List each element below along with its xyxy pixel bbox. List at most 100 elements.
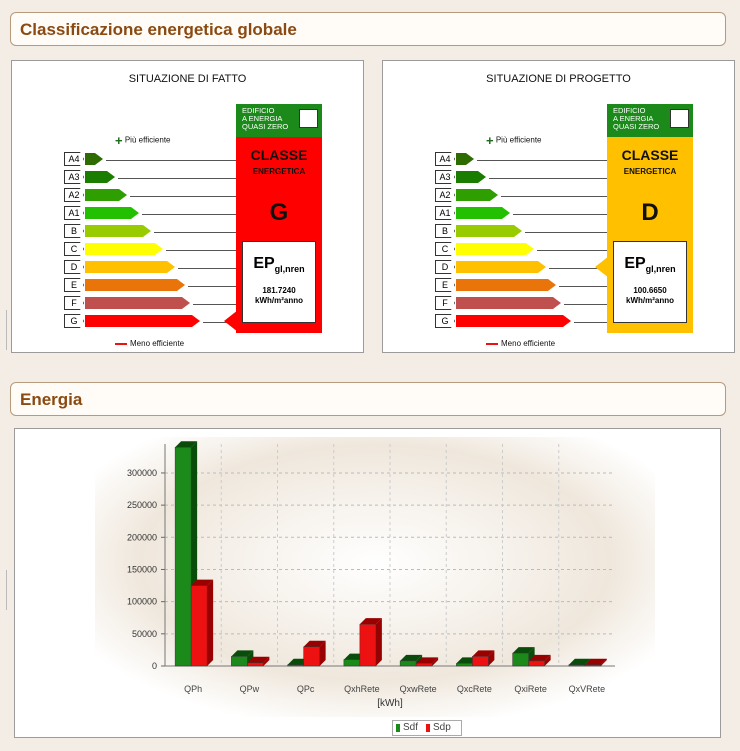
class-row: G [64,314,244,328]
class-row-line [559,286,607,287]
ep-box: EPgl,nren 181.7240 kWh/m²anno [242,241,316,323]
class-letter: G [269,199,289,226]
legend-label-sdp: Sdp [433,722,451,733]
bar-top [359,618,382,625]
bar-side [319,640,326,666]
energy-section-header: Energia [10,382,726,416]
energy-class-section-header: Classificazione energetica globale [10,12,726,46]
class-title: CLASSE [621,147,679,163]
bar-side [600,658,607,666]
bar-top [303,640,326,647]
class-row-line [537,250,607,251]
left-resize-handle[interactable] [0,570,7,610]
class-row-arrow [456,315,571,327]
bar-top [231,650,254,657]
class-row-arrow [456,261,546,273]
y-tick-label: 300000 [127,468,157,478]
x-tick-label: QPh [184,684,202,694]
less-efficient-text: Meno efficiente [130,339,185,348]
bar [415,663,433,667]
x-tick-label: QxcRete [457,684,492,694]
class-subtitle: ENERGETICA [623,167,677,176]
class-row-label: A1 [64,206,84,220]
nzeb-text: A ENERGIA [242,114,283,123]
class-row-line [203,322,236,323]
class-row-arrow [456,297,561,309]
ep-subscript: gl,nren [274,264,305,275]
class-row-label: A3 [435,170,455,184]
energy-class-box: CLASSE ENERGETICA D EPgl,nren 100.6650 kWh/m²… [607,137,693,333]
class-row-arrow [456,243,534,255]
bar [343,659,361,667]
class-row: B [435,224,615,238]
bar-top [472,650,495,657]
nzeb-text: A ENERGIA [613,114,654,123]
section-title: Energia [20,390,83,409]
x-axis-label: [kWh] [377,698,403,709]
class-row: B [64,224,244,238]
more-efficient-label: + Più efficiente [486,133,542,148]
x-tick-label: QxVRete [569,684,606,694]
y-tick-label: 100000 [127,597,157,607]
class-row-label: D [435,260,455,274]
bar [174,446,192,667]
class-row-arrow [456,225,522,237]
bar [584,664,602,667]
nzeb-text: EDIFICIO [242,106,275,115]
x-tick-label: QxiRete [514,684,547,694]
class-row: A3 [64,170,244,184]
bar [303,646,320,667]
plus-icon: + [115,133,123,148]
ep-unit: kWh/m²anno [255,296,303,305]
bar-top [584,658,607,665]
class-letter: D [641,199,659,226]
ep-symbol: EP [253,255,275,272]
bar [247,662,264,667]
class-row-line [525,232,607,233]
class-row-line [166,250,236,251]
class-row: A2 [64,188,244,202]
class-row-label: F [435,296,455,310]
nzeb-text: QUASI ZERO [242,122,289,131]
left-resize-handle[interactable] [0,310,7,350]
bar-top [247,656,270,663]
nzeb-text: QUASI ZERO [613,122,660,131]
class-row-line [564,304,607,305]
bar [528,660,545,667]
bar [231,656,248,667]
class-row-label: G [435,314,455,328]
class-row-arrow [456,207,510,219]
bar-side [263,656,270,666]
ep-value: 100.6650 [633,286,667,295]
class-row: C [435,242,615,256]
y-tick-label: 0 [152,661,157,671]
class-row-label: F [64,296,84,310]
bar [190,585,208,667]
class-row-line [193,304,236,305]
bar-top [512,647,535,654]
class-row-line [154,232,236,233]
bar-side [432,657,439,666]
class-row: E [64,278,244,292]
bar-top [416,657,439,664]
class-row-arrow [85,225,151,237]
bar-top [175,441,198,448]
ep-value: 181.7240 [262,286,296,295]
class-row-line [106,160,236,161]
class-row-arrow [85,297,190,309]
class-row-line [574,322,607,323]
class-row-arrow [456,171,486,183]
class-row: A4 [435,152,615,166]
class-row-arrow [85,189,127,201]
class-title: CLASSE [250,147,308,163]
bar [568,664,586,667]
x-tick-label: QxwRete [400,684,437,694]
nzeb-box: EDIFICIO A ENERGIA QUASI ZERO [607,104,693,137]
bar-top [400,654,423,661]
ep-subscript: gl,nren [645,264,676,275]
less-efficient-label: Meno efficiente [486,339,555,348]
class-row: F [64,296,244,310]
class-row-arrow [85,207,139,219]
legend-label-sdf: Sdf [403,722,419,733]
class-row-label: A4 [64,152,84,166]
